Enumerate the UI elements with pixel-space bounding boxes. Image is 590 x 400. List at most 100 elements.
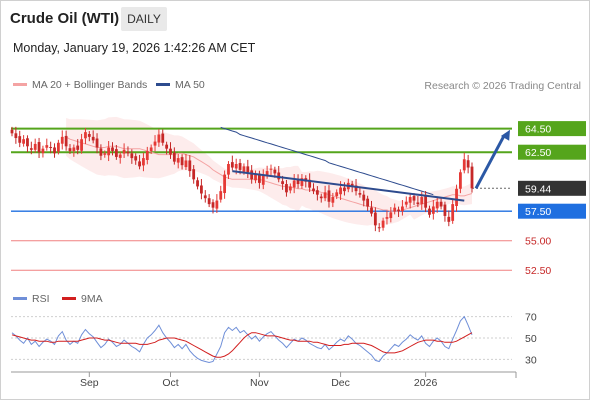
candle-54	[219, 191, 223, 200]
price-tag-bg-1	[518, 144, 586, 160]
candle-53	[215, 200, 219, 209]
rsi-swatch	[13, 296, 27, 300]
price-tag-bg-2	[518, 180, 586, 196]
projection-arrow-head	[500, 129, 510, 141]
candle-1	[14, 133, 18, 139]
candle-11	[53, 147, 56, 154]
research-credit: Research © 2026 Trading Central	[424, 80, 581, 92]
candle-46	[188, 160, 192, 172]
candle-0	[10, 129, 14, 134]
candle-45	[184, 160, 188, 168]
candle-93	[370, 207, 373, 214]
candle-13	[60, 136, 64, 144]
candle-110	[435, 201, 439, 209]
candle-106	[420, 197, 424, 205]
candle-101	[401, 206, 404, 212]
candle-92	[366, 198, 370, 207]
candle-91	[362, 194, 366, 201]
legend-ma20: MA 20 + Bollinger Bands	[13, 79, 147, 91]
candle-56	[227, 164, 230, 175]
timeframe-button[interactable]: DAILY	[121, 7, 167, 31]
x-tick-label-1: Oct	[162, 377, 178, 389]
candle-58	[234, 164, 238, 169]
candle-71	[285, 184, 288, 193]
candle-63	[254, 174, 257, 181]
candle-116	[459, 172, 462, 189]
candle-80	[319, 196, 323, 199]
candle-73	[292, 180, 296, 188]
candle-19	[84, 132, 87, 139]
candle-27	[114, 149, 118, 157]
candle-33	[138, 161, 141, 167]
candle-9	[45, 145, 49, 148]
candle-51	[207, 198, 211, 205]
candle-15	[68, 148, 72, 152]
x-tick-label-3: Dec	[331, 377, 350, 389]
rsi-ma-line	[11, 332, 473, 358]
candle-55	[223, 174, 227, 194]
candle-67	[269, 168, 273, 170]
candle-3	[22, 139, 25, 144]
candle-86	[343, 187, 346, 192]
price-tag-5: 52.50	[525, 265, 551, 277]
candle-10	[49, 147, 53, 149]
candle-64	[257, 173, 261, 183]
candle-119	[470, 166, 474, 189]
price-tag-bg-3	[518, 203, 586, 219]
candle-98	[389, 212, 393, 219]
rsi-ma-swatch	[62, 296, 76, 300]
candle-72	[288, 186, 292, 191]
candle-70	[281, 181, 284, 185]
candle-100	[397, 209, 400, 212]
candle-85	[339, 187, 342, 195]
candle-29	[122, 149, 126, 154]
candle-22	[95, 138, 99, 148]
candle-16	[72, 147, 76, 152]
ma20-line	[65, 136, 473, 212]
candle-26	[111, 147, 114, 152]
rsi-tick-0: 70	[525, 312, 537, 324]
candle-83	[331, 197, 335, 203]
candle-114	[451, 204, 455, 221]
candle-23	[99, 148, 103, 156]
candle-84	[335, 192, 339, 197]
candle-95	[377, 227, 381, 229]
candle-50	[203, 195, 207, 199]
price-tag-0: 64.50	[525, 124, 551, 136]
candle-90	[358, 193, 362, 195]
candle-59	[238, 163, 242, 170]
candle-68	[273, 169, 277, 174]
candle-7	[37, 142, 41, 153]
projection-arrow-shaft	[474, 135, 506, 190]
candle-78	[312, 188, 315, 192]
candle-41	[169, 148, 172, 155]
legend-rsi-ma: 9MA	[62, 293, 103, 305]
candle-6	[33, 143, 37, 150]
candle-97	[385, 217, 389, 219]
candle-117	[462, 159, 466, 171]
candle-75	[300, 178, 304, 186]
candle-25	[107, 147, 111, 156]
price-tag-3: 57.50	[525, 206, 551, 218]
candle-109	[431, 206, 435, 214]
candle-111	[439, 201, 443, 207]
candle-8	[41, 148, 45, 154]
candle-34	[142, 158, 145, 166]
candle-61	[246, 166, 250, 173]
rsi-line	[11, 315, 473, 364]
candle-112	[443, 204, 447, 216]
legend-rsi: RSI	[13, 293, 50, 305]
candle-17	[76, 145, 80, 150]
candle-18	[80, 139, 83, 151]
candle-28	[118, 154, 122, 158]
candle-102	[404, 201, 408, 205]
x-tick-label-2: Nov	[250, 377, 269, 389]
price-tag-bg-0	[518, 121, 586, 137]
candle-31	[130, 153, 134, 159]
candle-40	[165, 144, 169, 149]
candle-20	[87, 134, 91, 137]
candle-57	[230, 162, 234, 168]
candle-99	[393, 207, 397, 212]
candle-43	[176, 158, 180, 163]
